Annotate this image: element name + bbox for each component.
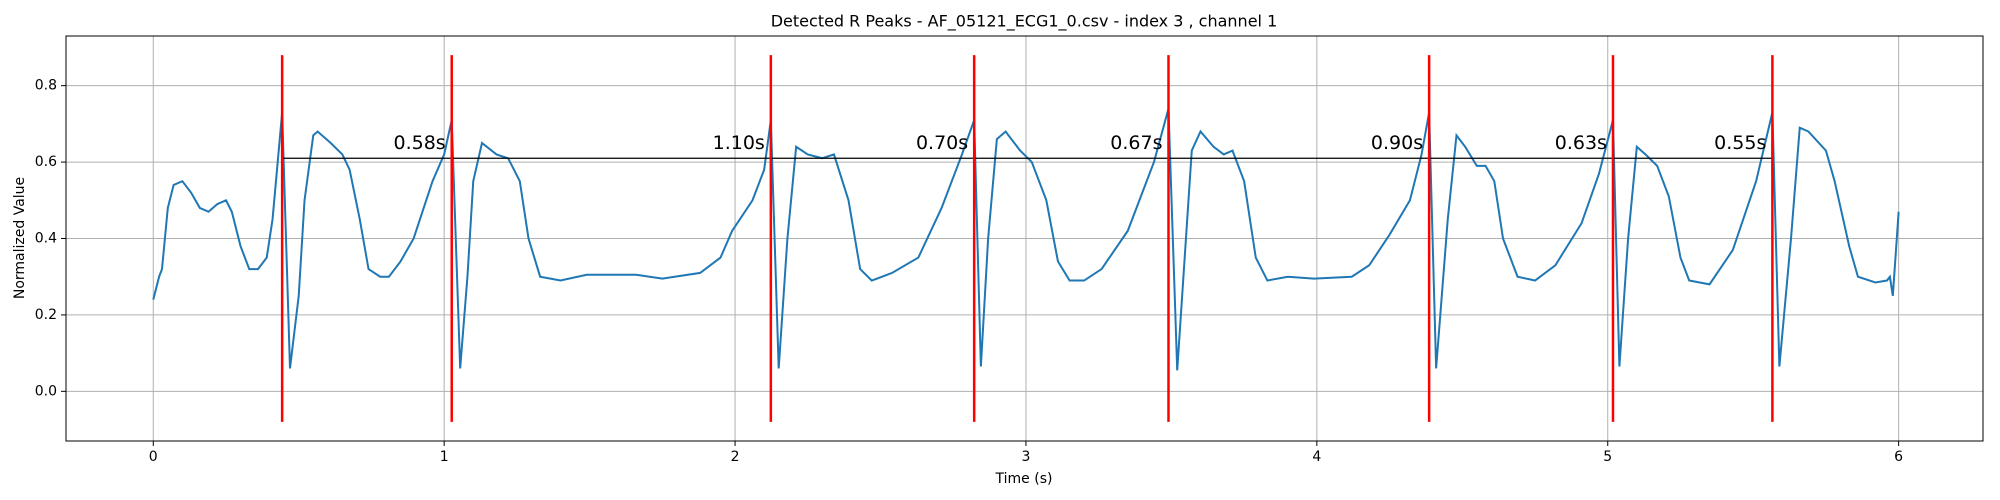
- x-axis-label: Time (s): [995, 471, 1053, 487]
- y-tick-label: 0.8: [35, 78, 57, 94]
- y-tick-label: 0.4: [35, 231, 57, 247]
- y-tick-label: 0.2: [35, 307, 57, 323]
- interval-label: 0.55s: [1714, 132, 1766, 154]
- ecg-line: [152, 108, 1900, 371]
- interval-label: 0.67s: [1110, 132, 1162, 154]
- chart-title: Detected R Peaks - AF_05121_ECG1_0.csv -…: [771, 12, 1278, 32]
- x-tick-label: 6: [1894, 449, 1903, 465]
- x-tick-label: 5: [1603, 449, 1612, 465]
- x-tick-label: 2: [731, 449, 740, 465]
- interval-label: 0.90s: [1371, 132, 1423, 154]
- y-tick-label: 0.6: [35, 154, 57, 170]
- x-tick-label: 4: [1312, 449, 1321, 465]
- x-tick-label: 1: [440, 449, 449, 465]
- interval-label: 1.10s: [713, 132, 765, 154]
- x-tick-label: 0: [149, 449, 158, 465]
- y-axis-label: Normalized Value: [12, 177, 28, 299]
- interval-label: 0.63s: [1555, 132, 1607, 154]
- interval-label: 0.70s: [916, 132, 968, 154]
- plot-frame: [65, 35, 1984, 442]
- y-tick-label: 0.0: [35, 383, 57, 399]
- interval-label: 0.58s: [394, 132, 446, 154]
- x-tick-label: 3: [1021, 449, 1030, 465]
